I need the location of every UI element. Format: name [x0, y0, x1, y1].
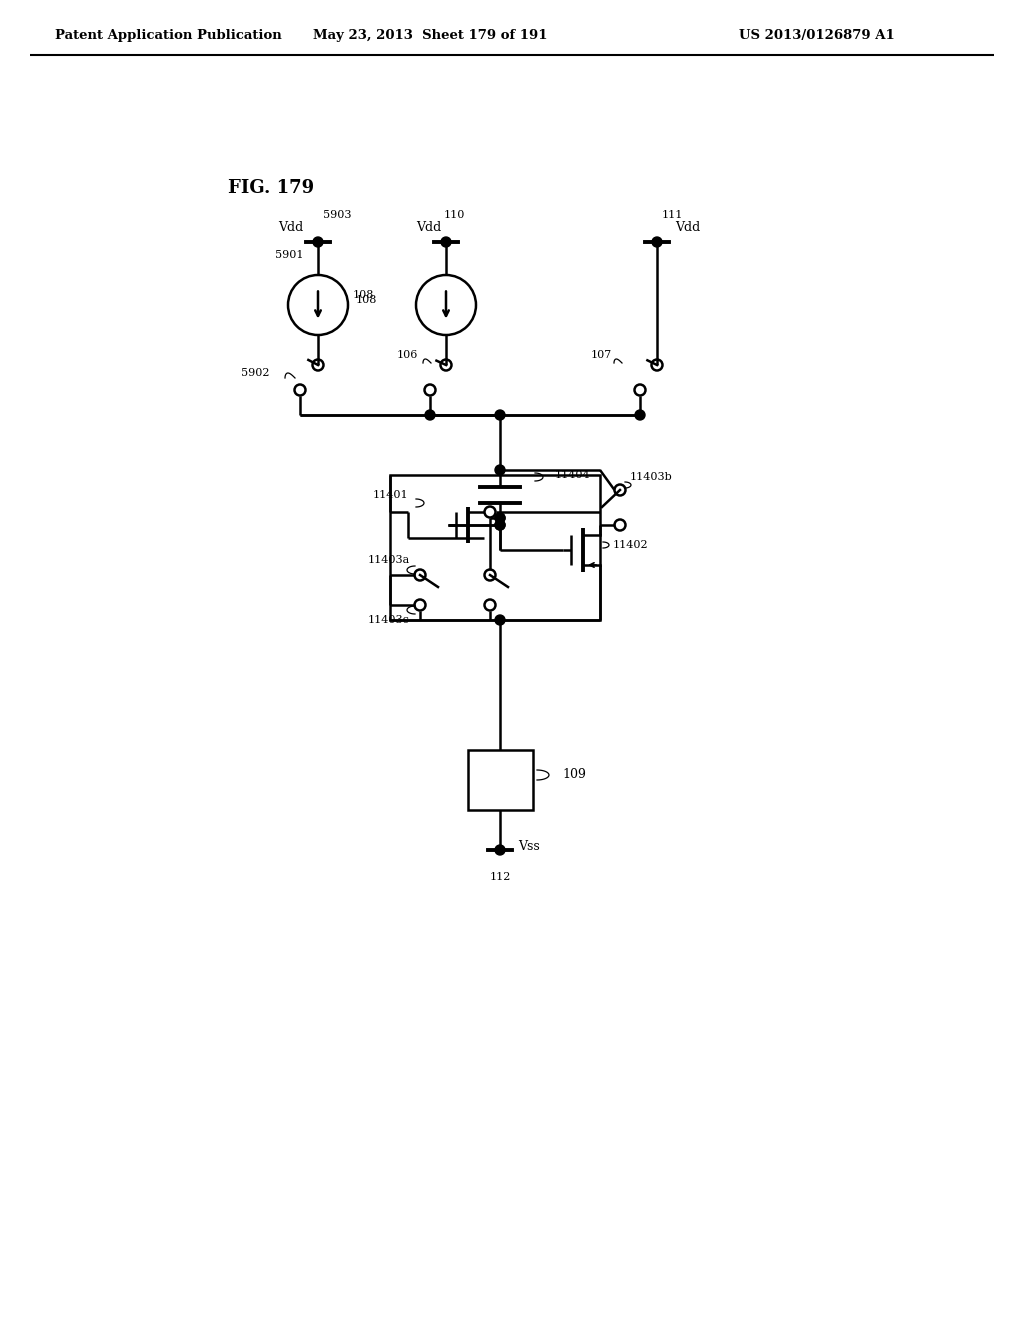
Text: May 23, 2013  Sheet 179 of 191: May 23, 2013 Sheet 179 of 191 [312, 29, 547, 41]
Text: 11403b: 11403b [630, 473, 673, 482]
Bar [468, 750, 534, 810]
Text: 111: 111 [662, 210, 683, 220]
Text: 108: 108 [353, 290, 375, 300]
Text: Vss: Vss [518, 841, 540, 854]
Text: 106: 106 [396, 350, 418, 360]
Circle shape [495, 465, 505, 475]
Circle shape [495, 411, 505, 420]
Text: Vdd: Vdd [675, 220, 700, 234]
Text: 11404: 11404 [555, 470, 591, 480]
Text: 110: 110 [444, 210, 465, 220]
Text: 108: 108 [356, 294, 378, 305]
Circle shape [495, 520, 505, 531]
Text: 5901: 5901 [274, 249, 303, 260]
Text: 109: 109 [562, 768, 586, 781]
Text: 11402: 11402 [613, 540, 648, 550]
Circle shape [495, 513, 505, 523]
Text: 5903: 5903 [323, 210, 351, 220]
Text: 5902: 5902 [242, 368, 270, 378]
Circle shape [313, 238, 323, 247]
Circle shape [495, 520, 505, 531]
Bar [390, 475, 600, 620]
Circle shape [495, 615, 505, 624]
Text: FIG. 179: FIG. 179 [228, 180, 314, 197]
Text: Vdd: Vdd [416, 220, 441, 234]
Text: Vdd: Vdd [278, 220, 303, 234]
Text: US 2013/0126879 A1: US 2013/0126879 A1 [739, 29, 895, 41]
Text: 11403c: 11403c [368, 615, 410, 624]
Text: 11403a: 11403a [368, 554, 410, 565]
Text: 107: 107 [591, 350, 612, 360]
Circle shape [635, 411, 645, 420]
Circle shape [441, 238, 451, 247]
Circle shape [425, 411, 435, 420]
Text: Patent Application Publication: Patent Application Publication [55, 29, 282, 41]
Circle shape [495, 513, 505, 523]
Circle shape [652, 238, 662, 247]
Circle shape [495, 845, 505, 855]
Text: 11401: 11401 [373, 490, 408, 500]
Text: 112: 112 [489, 873, 511, 882]
